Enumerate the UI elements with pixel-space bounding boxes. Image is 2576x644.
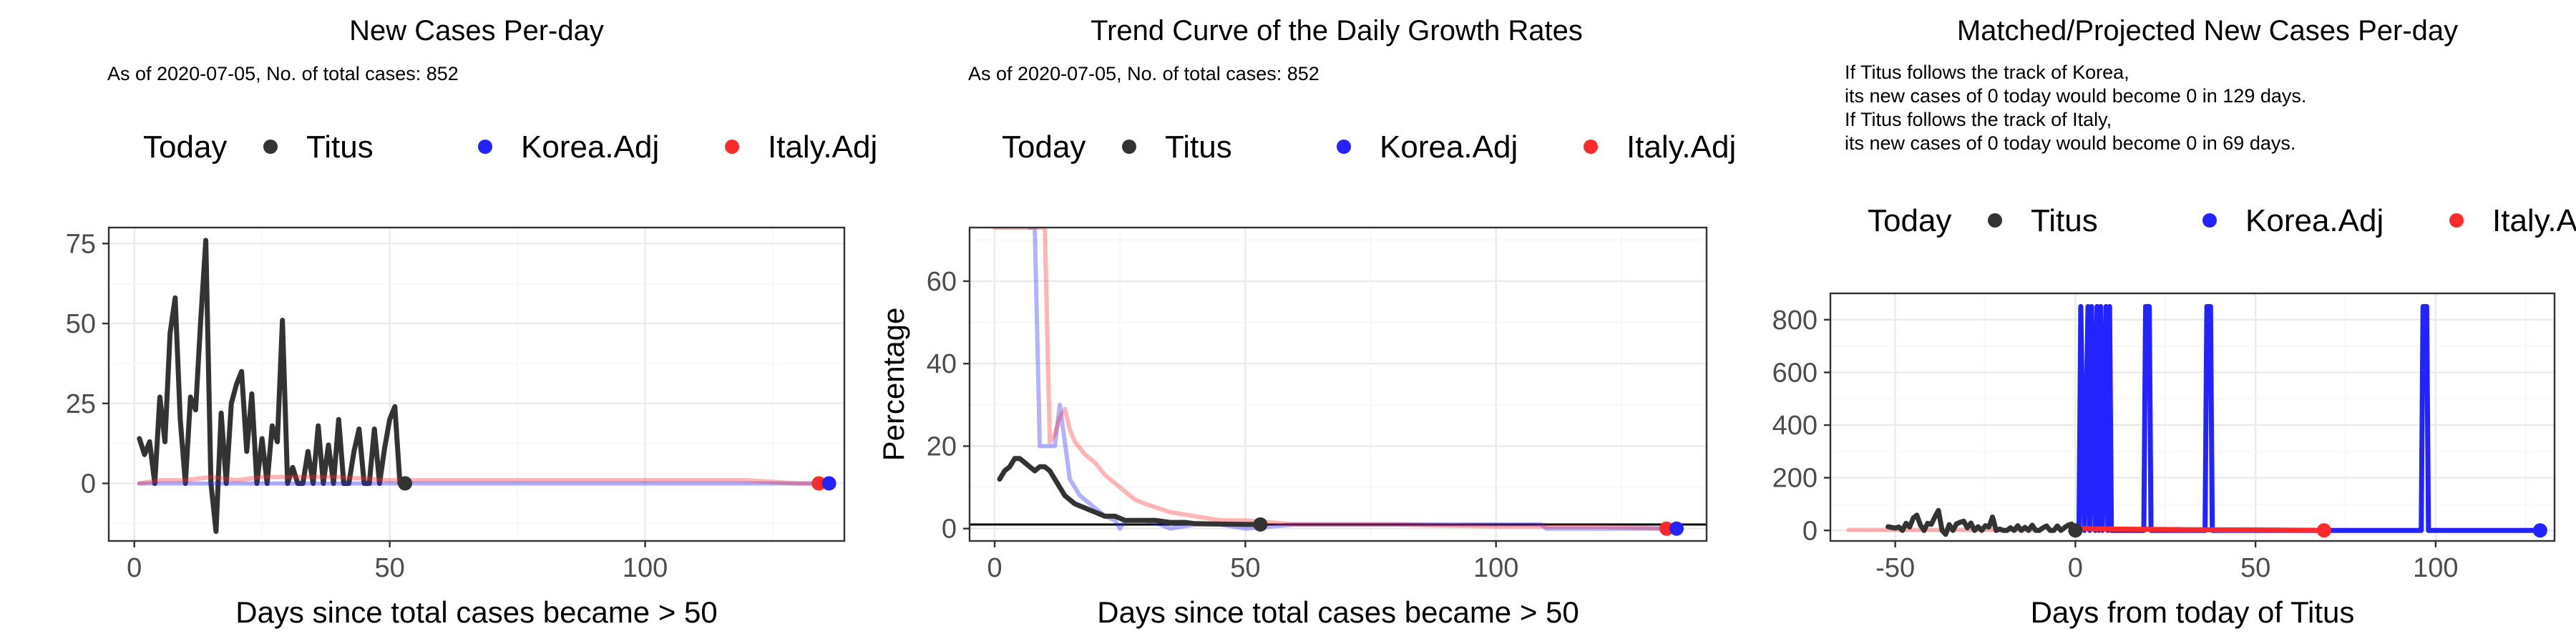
- y-tick-label: 0: [1802, 516, 1818, 546]
- x-tick-label: 50: [374, 553, 404, 583]
- x-tick-label: 0: [987, 553, 1002, 583]
- today-point-italy-adj: [811, 476, 826, 491]
- legend-marker-korea-adj: [478, 140, 492, 154]
- y-tick-label: 0: [81, 469, 96, 499]
- axis-ticks: 0 50 100 0 20 40 60: [927, 267, 1519, 583]
- axis-ticks: 0 50 100 0 25 50 75: [66, 229, 668, 583]
- legend-title: Today: [143, 130, 227, 165]
- legend-marker-italy-adj: [2449, 213, 2464, 228]
- plot-border: [107, 226, 846, 542]
- x-tick-label: -50: [1875, 553, 1915, 583]
- y-tick-label: 400: [1772, 411, 1818, 441]
- series-line-italy-adj: [137, 474, 821, 486]
- y-tick-label: 75: [66, 229, 96, 259]
- x-tick-label: 0: [127, 553, 142, 583]
- chart-subtitle-line: As of 2020-07-05, No. of total cases: 85…: [968, 63, 1319, 84]
- y-tick-label: 200: [1772, 464, 1818, 494]
- series-group: [137, 238, 831, 535]
- legend-label: Titus: [306, 130, 374, 165]
- x-axis-title: Days since total cases became > 50: [1097, 595, 1579, 629]
- chart-title: New Cases Per-day: [349, 15, 604, 47]
- plot-border: [968, 226, 1708, 542]
- today-point-korea-adj: [821, 476, 836, 491]
- legend-label: Italy.Adj: [2492, 203, 2576, 238]
- series-line-italy-adj: [992, 228, 1669, 531]
- y-tick-label: 40: [927, 349, 957, 379]
- chart-subtitle-line: its new cases of 0 today would become 0 …: [1845, 85, 2306, 107]
- y-tick-label: 25: [66, 389, 96, 419]
- x-axis-title: Days from today of Titus: [2031, 595, 2355, 629]
- series-group: [1846, 303, 2543, 537]
- chart-subtitle-line: As of 2020-07-05, No. of total cases: 85…: [107, 63, 459, 84]
- y-tick-label: 600: [1772, 358, 1818, 388]
- x-tick-label: 100: [2413, 553, 2458, 583]
- legend-marker-titus: [1122, 140, 1136, 154]
- plot-panel: [970, 228, 1707, 541]
- chart-subtitle-line: If Titus follows the track of Korea,: [1845, 62, 2129, 83]
- series-line-titus: [1885, 507, 2078, 537]
- series-line-titus: [137, 238, 408, 535]
- gridlines: [109, 228, 844, 541]
- x-tick-label: 50: [2240, 553, 2270, 583]
- legend-label: Italy.Adj: [1626, 130, 1736, 165]
- today-point-titus: [1253, 517, 1268, 532]
- today-point-titus: [398, 476, 413, 491]
- legend-title: Today: [1868, 203, 1951, 238]
- today-point-italy-adj: [2316, 523, 2331, 538]
- series-line-titus: [997, 456, 1263, 527]
- series-group: [970, 228, 1707, 531]
- legend: Today Titus Korea.Adj Italy.Adj: [1868, 203, 2576, 238]
- series-line-italy-adj: [2072, 525, 2327, 533]
- y-axis-title: Percentage: [877, 308, 910, 462]
- x-tick-label: 50: [1230, 553, 1260, 583]
- chart-title: Matched/Projected New Cases Per-day: [1957, 15, 2458, 47]
- legend-marker-titus: [1988, 213, 2002, 228]
- x-tick-label: 100: [1473, 553, 1518, 583]
- y-tick-label: 50: [66, 309, 96, 339]
- legend-marker-titus: [263, 140, 278, 154]
- legend-label: Titus: [1165, 130, 1232, 165]
- legend-marker-korea-adj: [1337, 140, 1351, 154]
- chart-title: Trend Curve of the Daily Growth Rates: [1091, 15, 1583, 47]
- chart-subtitle-line: If Titus follows the track of Italy,: [1845, 109, 2112, 130]
- plot-panel: [1830, 293, 2555, 541]
- y-tick-label: 60: [927, 267, 957, 297]
- today-point-italy-adj: [1659, 521, 1674, 536]
- legend-label: Titus: [2031, 203, 2098, 238]
- x-tick-label: 100: [623, 553, 668, 583]
- gridlines: [970, 228, 1707, 541]
- legend-title: Today: [1002, 130, 1085, 165]
- legend: Today Titus Korea.Adj Italy.Adj: [1002, 130, 1736, 165]
- x-axis-title: Days since total cases became > 50: [235, 595, 718, 629]
- legend-marker-italy-adj: [1584, 140, 1598, 154]
- legend-label: Korea.Adj: [521, 130, 659, 165]
- legend-label: Korea.Adj: [1380, 130, 1518, 165]
- plot-border: [1829, 292, 2556, 542]
- legend-label: Italy.Adj: [768, 130, 877, 165]
- y-tick-label: 20: [927, 431, 957, 462]
- today-point-titus: [2068, 523, 2083, 538]
- legend: Today Titus Korea.Adj Italy.Adj: [143, 130, 877, 165]
- legend-label: Korea.Adj: [2245, 203, 2384, 238]
- today-point-korea-adj: [2532, 523, 2547, 538]
- plot-panel: [109, 228, 844, 541]
- legend-marker-italy-adj: [725, 140, 739, 154]
- chart-panel-2: Trend Curve of the Daily Growth Rates As …: [877, 15, 1736, 629]
- legend-marker-korea-adj: [2202, 213, 2217, 228]
- x-tick-label: 0: [2068, 553, 2083, 583]
- chart-panel-3: Matched/Projected New Cases Per-day If Ti…: [1772, 15, 2576, 629]
- axis-ticks: -50 0 50 100 0 200 400 600 800: [1772, 306, 2459, 583]
- today-point-korea-adj: [1669, 521, 1684, 536]
- chart-subtitle-line: its new cases of 0 today would become 0 …: [1845, 132, 2296, 154]
- y-tick-label: 0: [942, 514, 957, 545]
- y-tick-label: 800: [1772, 306, 1818, 336]
- chart-panel-1: New Cases Per-day As of 2020-07-05, No. o…: [66, 15, 878, 629]
